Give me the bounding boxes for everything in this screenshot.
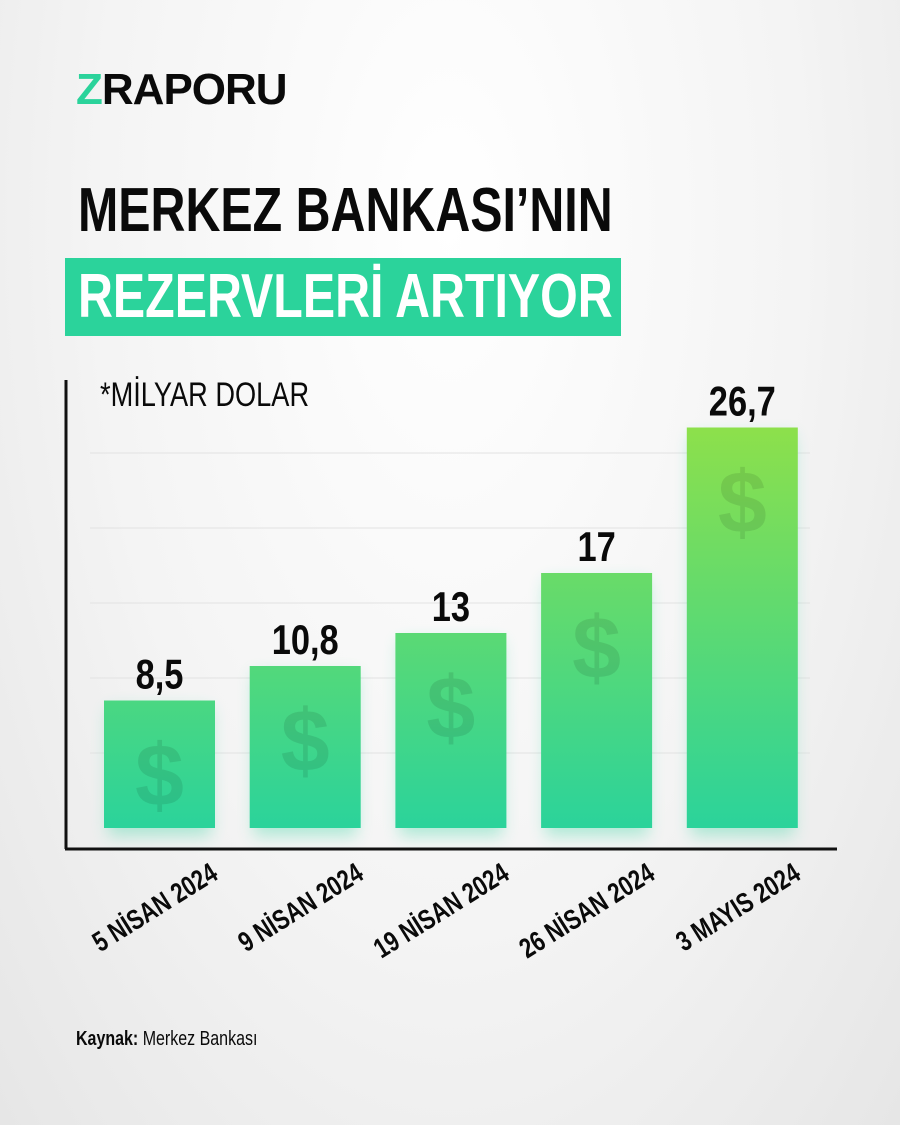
data-label: 17 xyxy=(577,524,615,571)
dollar-sign-icon: $ xyxy=(426,658,475,757)
dollar-sign-icon: $ xyxy=(135,726,184,825)
bar xyxy=(686,427,798,828)
x-tick-label: 26 NİSAN 2024 xyxy=(514,857,660,965)
title-line-1: MERKEZ BANKASI’NIN xyxy=(78,176,613,245)
data-label: 8,5 xyxy=(136,651,184,698)
bar xyxy=(104,700,215,828)
data-label: 26,7 xyxy=(709,378,776,425)
x-tick-label: 9 NİSAN 2024 xyxy=(233,857,369,958)
bar xyxy=(541,573,653,828)
bar xyxy=(249,666,361,828)
x-tick-label: 5 NİSAN 2024 xyxy=(87,857,223,958)
dollar-sign-icon: $ xyxy=(572,598,621,697)
source-note: Kaynak: Merkez Bankası xyxy=(76,1028,258,1050)
brand-logo: ZRAPORU xyxy=(76,65,288,114)
x-tick-label: 3 MAYIS 2024 xyxy=(671,857,806,958)
bar xyxy=(395,633,507,828)
title-line-2: REZERVLERİ ARTIYOR xyxy=(78,262,613,331)
data-label: 13 xyxy=(432,584,470,631)
x-tick-label: 19 NİSAN 2024 xyxy=(368,857,514,965)
unit-note: *MİLYAR DOLAR xyxy=(100,376,310,414)
dollar-sign-icon: $ xyxy=(281,691,330,790)
title-highlight xyxy=(65,258,621,336)
data-label: 10,8 xyxy=(272,617,339,664)
dollar-sign-icon: $ xyxy=(718,453,767,552)
